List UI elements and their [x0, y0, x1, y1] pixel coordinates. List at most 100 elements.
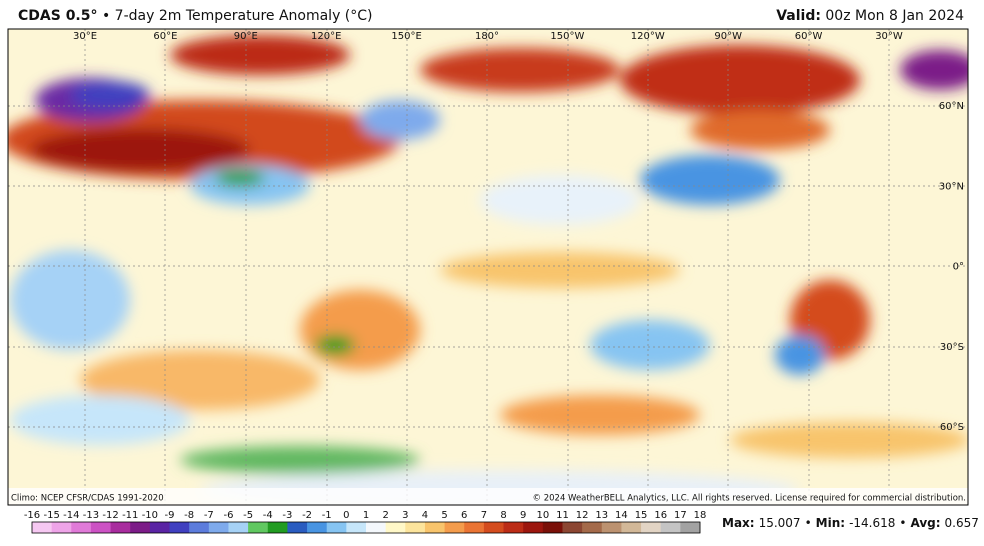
- colorbar-swatch: [601, 522, 622, 533]
- colorbar-label: 7: [481, 510, 487, 521]
- latitude-label: 0°: [953, 262, 964, 273]
- colorbar-label: -10: [142, 510, 158, 521]
- colorbar-label: -7: [204, 510, 214, 521]
- latitude-label: 30°S: [940, 342, 964, 353]
- colorbar-swatch: [582, 522, 603, 533]
- graticule: [8, 29, 968, 505]
- colorbar-swatch: [149, 522, 171, 533]
- colorbar-label: 12: [576, 510, 589, 521]
- colorbar-label: 8: [500, 510, 506, 521]
- colorbar-swatch: [189, 522, 210, 533]
- longitude-label: 120°W: [631, 31, 665, 42]
- colorbar-label: 6: [461, 510, 467, 521]
- colorbar-label: 16: [654, 510, 667, 521]
- colorbar-swatch: [366, 522, 387, 533]
- map-frame: [7, 28, 969, 506]
- longitude-label: 90°E: [234, 31, 258, 42]
- colorbar-label: -14: [63, 510, 79, 521]
- longitude-label: 150°W: [550, 31, 584, 42]
- longitude-label: 180°: [475, 31, 499, 42]
- colorbar-label: 13: [595, 510, 608, 521]
- colorbar-swatch: [130, 522, 151, 533]
- stats-value: 0.657: [945, 516, 979, 530]
- colorbar-label: 5: [441, 510, 447, 521]
- stats-label: Avg:: [910, 516, 940, 530]
- title-bold: CDAS 0.5°: [18, 8, 98, 24]
- colorbar-swatch: [267, 522, 288, 533]
- colorbar-label: 2: [382, 510, 388, 521]
- colorbar-label: -4: [263, 510, 273, 521]
- colorbar-label: 14: [615, 510, 628, 521]
- colorbar-swatch: [169, 522, 190, 533]
- valid-label: Valid:: [776, 8, 821, 24]
- colorbar-frame: [31, 521, 701, 534]
- valid: Valid: 00z Mon 8 Jan 2024: [776, 8, 964, 24]
- stats-label: Min:: [816, 516, 845, 530]
- colorbar-swatch: [208, 522, 229, 533]
- colorbar-label: 10: [536, 510, 549, 521]
- map: [8, 29, 968, 505]
- colorbar-label: 18: [694, 510, 707, 521]
- colorbar-label: 3: [402, 510, 408, 521]
- longitude-label: 90°W: [714, 31, 742, 42]
- latitude-label: 30°N: [939, 181, 964, 192]
- colorbar-label: 4: [422, 510, 428, 521]
- stats-value: 15.007: [759, 516, 801, 530]
- colorbar-label: -6: [223, 510, 233, 521]
- climo-note: Climo: NCEP CFSR/CDAS 1991-2020: [11, 494, 164, 504]
- stats-separator: •: [805, 516, 812, 530]
- colorbar-swatch: [385, 522, 406, 533]
- longitude-labels: 30°E 60°E 90°E 120°E 150°E 180° 150°W 120°W 90°W…: [73, 31, 903, 42]
- colorbar-label: -5: [243, 510, 253, 521]
- stats-separator: •: [899, 516, 906, 530]
- colorbar-swatch: [444, 522, 465, 533]
- longitude-label: 30°E: [73, 31, 97, 42]
- colorbar-label: -9: [165, 510, 175, 521]
- colorbar-swatch: [287, 522, 308, 533]
- colorbar-label: 1: [363, 510, 369, 521]
- colorbar-label: -8: [184, 510, 194, 521]
- longitude-label: 60°E: [153, 31, 177, 42]
- colorbar-swatch: [542, 522, 563, 533]
- footer-band: [8, 488, 968, 505]
- colorbar-swatch: [523, 522, 544, 533]
- longitude-label: 150°E: [391, 31, 421, 42]
- colorbar-swatch: [641, 522, 662, 533]
- colorbar-swatch: [326, 522, 347, 533]
- colorbar-swatch: [483, 522, 505, 533]
- colorbar-swatch: [464, 522, 485, 533]
- colorbar-label: 15: [635, 510, 648, 521]
- colorbar-swatch: [51, 522, 72, 533]
- colorbar-label: -3: [282, 510, 292, 521]
- colorbar-swatch: [346, 522, 367, 533]
- colorbar-swatch: [248, 522, 269, 533]
- colorbar-label: -13: [83, 510, 99, 521]
- latitude-labels: 60°N 30°N 0° 30°S 60°S: [939, 101, 964, 433]
- colorbar-swatch: [503, 522, 524, 533]
- title: CDAS 0.5° • 7-day 2m Temperature Anomaly…: [18, 8, 373, 24]
- colorbar-label: 11: [556, 510, 569, 521]
- colorbar: -16 -15 -14 -13 -12 -11 -10 -9 -8 -7 -6 -5 -4 -3 -2 -1 0…: [24, 510, 707, 534]
- colorbar-swatch: [562, 522, 583, 533]
- colorbar-swatch: [110, 522, 131, 533]
- colorbar-label: -11: [122, 510, 138, 521]
- stats-value: -14.618: [849, 516, 895, 530]
- colorbar-swatch: [32, 522, 53, 533]
- colorbar-label: 17: [674, 510, 687, 521]
- colorbar-swatch: [621, 522, 642, 533]
- latitude-label: 60°S: [940, 422, 964, 433]
- stats-label: Max:: [722, 516, 755, 530]
- colorbar-label: -15: [43, 510, 59, 521]
- colorbar-label: -1: [322, 510, 332, 521]
- longitude-label: 120°E: [311, 31, 341, 42]
- latitude-label: 60°N: [939, 101, 964, 112]
- colorbar-swatch: [424, 522, 446, 533]
- colorbar-swatch: [90, 522, 112, 533]
- colorbar-swatch: [71, 522, 92, 533]
- colorbar-swatch: [307, 522, 328, 533]
- longitude-label: 30°W: [875, 31, 903, 42]
- colorbar-label: -12: [102, 510, 118, 521]
- stats: Max: 15.007 • Min: -14.618 • Avg: 0.657: [722, 516, 979, 530]
- valid-value: 00z Mon 8 Jan 2024: [825, 8, 964, 24]
